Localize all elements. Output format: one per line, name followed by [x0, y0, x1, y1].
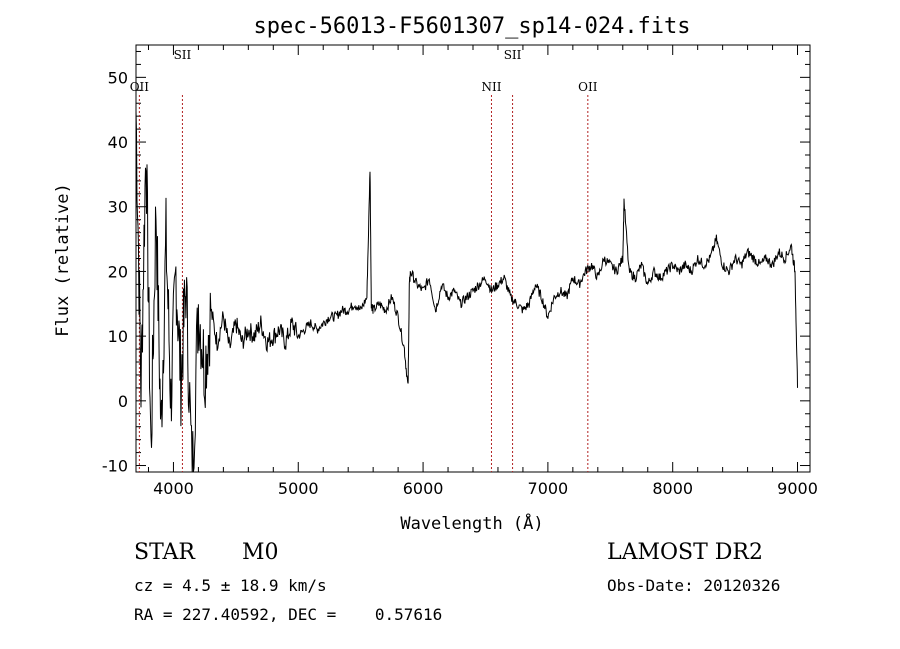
x-tick-label: 5000	[278, 479, 319, 498]
y-tick-label: 50	[108, 68, 128, 87]
spectral-line-label: SII	[504, 48, 522, 62]
spectral-line-label: NII	[481, 80, 501, 94]
spectral-line-label: OII	[130, 80, 150, 94]
chart-title: spec-56013-F5601307_sp14-024.fits	[253, 14, 690, 39]
x-tick-label: 7000	[528, 479, 569, 498]
object-class: STAR	[134, 540, 195, 565]
y-tick-label: 10	[108, 327, 128, 346]
redshift-velocity: cz = 4.5 ± 18.9 km/s	[134, 576, 327, 595]
coordinates: RA = 227.40592, DEC = 0.57616	[134, 605, 443, 624]
x-tick-label: 4000	[153, 479, 194, 498]
survey-name: LAMOST DR2	[607, 540, 763, 565]
spectral-line-label: OII	[578, 80, 598, 94]
observation-date: Obs-Date: 20120326	[607, 576, 781, 595]
spectrum-series-line	[135, 110, 798, 473]
y-tick-label: 0	[118, 392, 128, 411]
object-subclass: M0	[242, 540, 279, 565]
y-tick-label: -10	[102, 457, 128, 476]
y-tick-label: 20	[108, 262, 128, 281]
x-tick-label: 8000	[652, 479, 693, 498]
x-axis-label: Wavelength (Å)	[400, 512, 543, 534]
y-tick-label: 40	[108, 133, 128, 152]
y-tick-label: 30	[108, 198, 128, 217]
y-axis-label: Flux (relative)	[53, 183, 73, 337]
spectral-line-label: SII	[174, 48, 192, 62]
x-tick-label: 9000	[777, 479, 818, 498]
x-tick-label: 6000	[403, 479, 444, 498]
